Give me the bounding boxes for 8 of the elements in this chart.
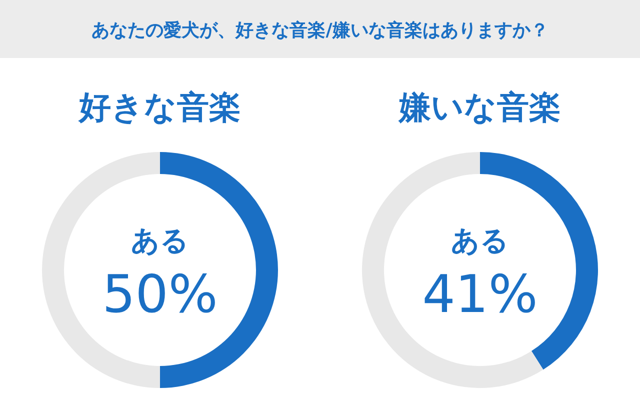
donut-slice: [362, 152, 544, 388]
text: あなたの愛犬が、好きな音楽/嫌いな音楽はありますか？: [92, 20, 548, 41]
slice-label: ある: [451, 224, 509, 257]
data-label: 41%: [422, 265, 538, 325]
slice-label: ある: [131, 224, 189, 257]
chart-title: 嫌いな音楽: [398, 88, 561, 126]
chart-title: 好きな音楽: [77, 88, 241, 126]
data-label: 50%: [102, 265, 218, 325]
